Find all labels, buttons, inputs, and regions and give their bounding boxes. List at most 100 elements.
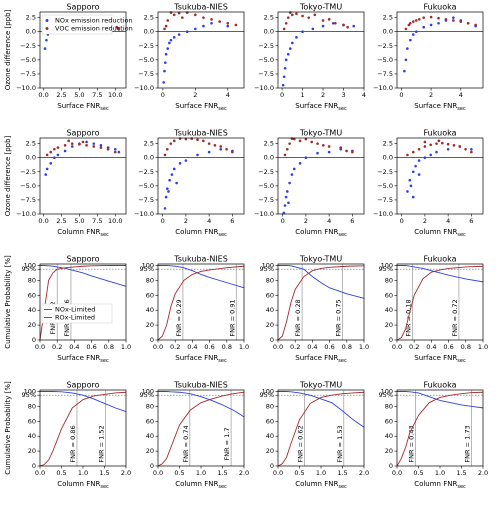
plot-frame (396, 263, 484, 341)
plot-frame (157, 11, 245, 89)
plot-frame (157, 137, 245, 215)
scatter-point (470, 150, 473, 154)
y-tick-label: 95% (260, 265, 274, 273)
scatter-point (412, 33, 415, 36)
scatter-point (92, 145, 96, 148)
cdf-line (157, 265, 245, 341)
cdf-line (396, 265, 484, 341)
cdf-line (39, 391, 127, 467)
y-tick-label: 2.5 (264, 140, 274, 148)
x-tick-label: 0.6 (86, 343, 96, 351)
scatter-point (169, 142, 173, 145)
x-tick-label: 4 (327, 217, 331, 225)
panel-title: Tokyo-TMU (299, 255, 342, 264)
y-tick-label: 60 (266, 291, 274, 299)
y-tick-label: 95% (140, 391, 154, 399)
scatter-point (113, 147, 117, 151)
panel: Sapporo Column FNRsec Ozone difference [pp… (4, 129, 127, 238)
scatter-point (172, 36, 176, 39)
scatter-point (408, 178, 412, 182)
scatter-point (106, 147, 110, 151)
scatter-point (414, 164, 417, 168)
x-tick-label: 2.0 (239, 469, 249, 477)
y-tick-label: 60 (146, 417, 154, 425)
x-tick-label: 0.4 (69, 343, 79, 351)
y-tick-label: 2.5 (26, 14, 36, 22)
scatter-point (459, 20, 463, 23)
y-tick-label: 20 (266, 321, 274, 329)
y-tick-label: −7.5 (258, 70, 274, 78)
scatter-point (207, 142, 211, 145)
fnr-label: FNR = 0.43 (407, 425, 415, 462)
scatter-point (435, 142, 438, 145)
x-tick-label: 1 (301, 91, 305, 99)
x-tick-label: 7.5 (92, 91, 102, 99)
scatter-point (429, 143, 433, 147)
x-tick-label: 4 (459, 91, 463, 99)
scatter-point (304, 156, 308, 160)
x-tick-label: 0.0 (273, 343, 283, 351)
scatter-point (292, 167, 296, 171)
x-axis-label-sub: sec (457, 232, 466, 238)
plot-frame (39, 389, 127, 467)
scatter-point (437, 21, 440, 25)
scatter-point (414, 30, 418, 34)
x-tick-label: 0.0 (392, 343, 402, 351)
scatter-point (175, 181, 178, 185)
x-axis-label: Column FNRsec (295, 228, 347, 238)
scatter-point (210, 18, 213, 21)
x-axis-label: Surface FNRsec (295, 102, 347, 112)
x-axis-label-text: Surface FNR (295, 102, 338, 110)
scatter-point (288, 142, 291, 145)
y-tick-label: −5.0 (258, 182, 274, 190)
y-tick-label: 80 (385, 276, 393, 284)
legend-marker (45, 27, 49, 30)
scatter-point (298, 139, 302, 143)
scatter-point (185, 30, 189, 34)
panel: Sapporo Column FNRsec Cumulative Probabili… (4, 381, 131, 490)
x-tick-label: 2.0 (359, 469, 369, 477)
scatter-point (283, 204, 287, 207)
scatter-point (417, 159, 421, 162)
legend-label: NOx-Limited (55, 306, 95, 314)
scatter-point (284, 195, 288, 199)
x-axis-label-sub: sec (100, 106, 109, 112)
y-tick-label: −7.5 (377, 70, 393, 78)
plot-frame (396, 389, 484, 467)
x-tick-label: 2 (423, 217, 427, 225)
scatter-point (283, 153, 287, 157)
cdf-line (158, 265, 245, 289)
scatter-point (406, 190, 409, 193)
scatter-point (184, 137, 188, 141)
scatter-point (85, 140, 88, 144)
scatter-point (70, 145, 74, 148)
scatter-point (301, 14, 304, 18)
scatter-point (163, 153, 167, 157)
y-tick-label: 0.0 (26, 28, 36, 36)
scatter-point (403, 69, 406, 73)
x-tick-label: 0.6 (324, 343, 334, 351)
scatter-point (45, 153, 49, 157)
scatter-point (177, 33, 181, 36)
x-tick-label: 0.5 (294, 469, 304, 477)
scatter-point (423, 145, 427, 148)
x-axis-label-sub: sec (218, 232, 227, 238)
scatter-point (316, 151, 319, 155)
y-tick-label: −5.0 (377, 182, 393, 190)
scatter-point (219, 147, 223, 151)
cdf-line (158, 391, 245, 418)
y-tick-label: 2.5 (144, 140, 154, 148)
scatter-point (301, 30, 304, 34)
y-tick-label: −7.5 (20, 196, 36, 204)
scatter-point (470, 147, 473, 151)
fnr-label: FNR = 0.74 (182, 425, 190, 462)
x-axis-label-text: Column FNR (414, 228, 457, 236)
y-tick-label: −2.5 (377, 42, 393, 50)
scatter-point (322, 144, 325, 147)
scatter-point (446, 142, 450, 146)
x-tick-label: 0.5 (413, 469, 423, 477)
y-tick-label: −5.0 (258, 56, 274, 64)
scatter-point (225, 147, 228, 151)
scatter-point (202, 139, 205, 143)
scatter-point (291, 41, 294, 45)
